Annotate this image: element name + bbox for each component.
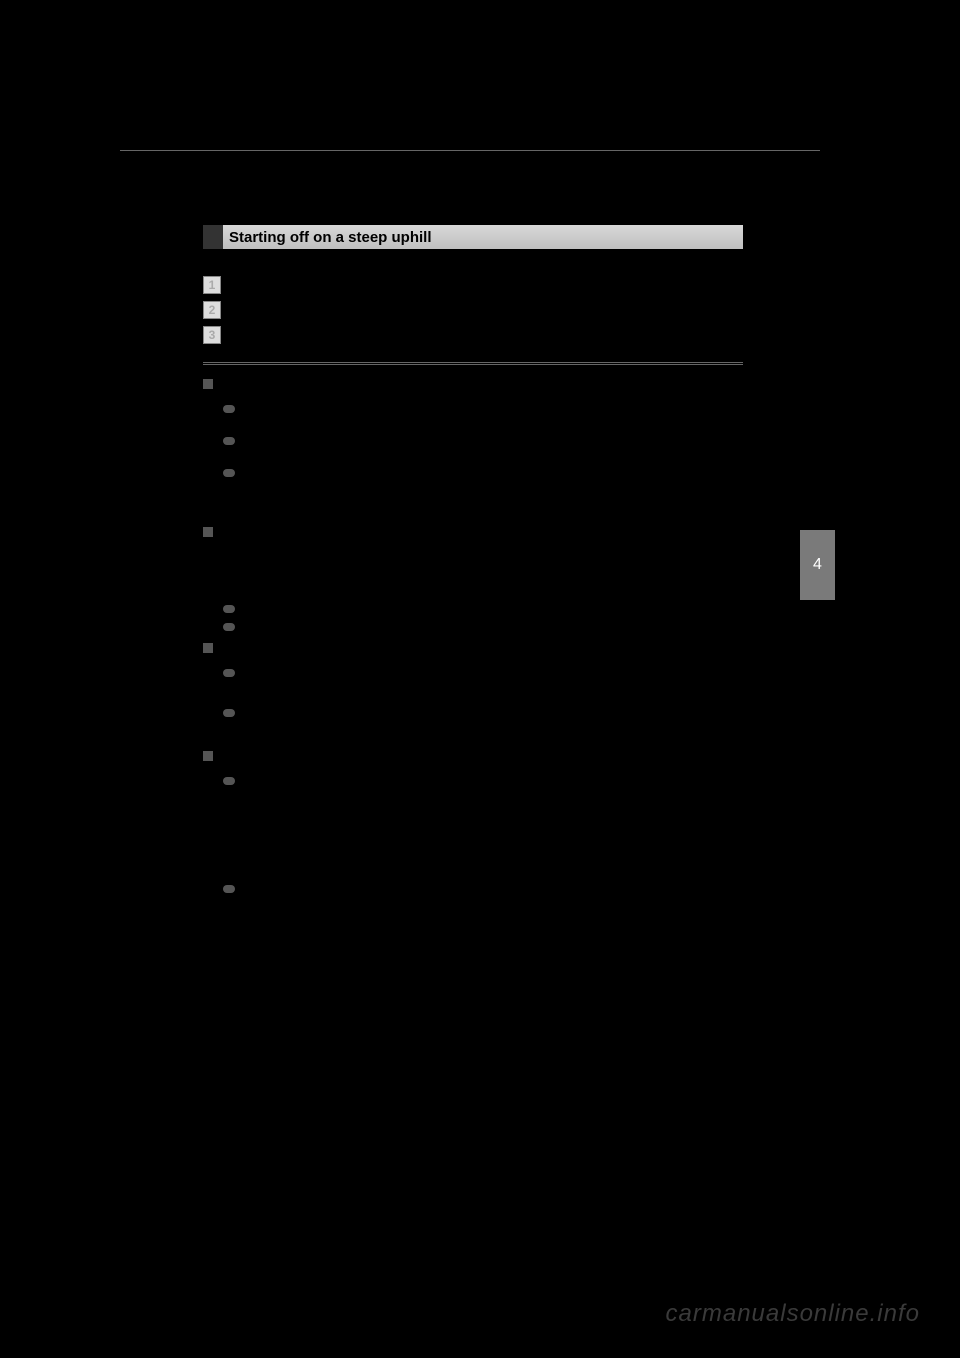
square-bullet-icon (203, 751, 213, 761)
section-divider (203, 362, 743, 365)
watermark-text: carmanualsonline.info (666, 1300, 920, 1328)
rounded-bullet-icon (223, 623, 235, 631)
chapter-tab[interactable]: 4 (800, 530, 835, 600)
square-bullet-icon (203, 643, 213, 653)
rounded-bullet-icon (223, 469, 235, 477)
step-2: 2 (203, 301, 825, 319)
step-number: 2 (203, 301, 221, 319)
bullet-item (223, 403, 825, 413)
step-number: 3 (203, 326, 221, 344)
page-content: Starting off on a steep uphill 1 2 3 (125, 150, 825, 909)
step-1: 1 (203, 276, 825, 294)
rounded-bullet-icon (223, 885, 235, 893)
chapter-number: 4 (813, 556, 822, 574)
subsection-2 (203, 523, 825, 541)
bullet-item (223, 621, 825, 631)
square-bullet-icon (203, 379, 213, 389)
rounded-bullet-icon (223, 405, 235, 413)
subsection-3 (203, 639, 825, 657)
bullet-item (223, 603, 825, 613)
bullet-item (223, 435, 825, 445)
bullet-item (223, 467, 825, 477)
subsection-1 (203, 375, 825, 393)
step-number: 1 (203, 276, 221, 294)
rounded-bullet-icon (223, 777, 235, 785)
bullet-item (223, 883, 825, 893)
rounded-bullet-icon (223, 709, 235, 717)
rounded-bullet-icon (223, 437, 235, 445)
section-title: Starting off on a steep uphill (223, 225, 743, 249)
header-rule (120, 150, 820, 151)
rounded-bullet-icon (223, 669, 235, 677)
square-bullet-icon (203, 527, 213, 537)
section-header: Starting off on a steep uphill (203, 225, 743, 249)
bullet-item (223, 707, 825, 717)
subsection-4 (203, 747, 825, 765)
bullet-item (223, 667, 825, 677)
rounded-bullet-icon (223, 605, 235, 613)
header-tab-accent (203, 225, 223, 249)
bullet-item (223, 775, 825, 785)
step-3: 3 (203, 326, 825, 344)
